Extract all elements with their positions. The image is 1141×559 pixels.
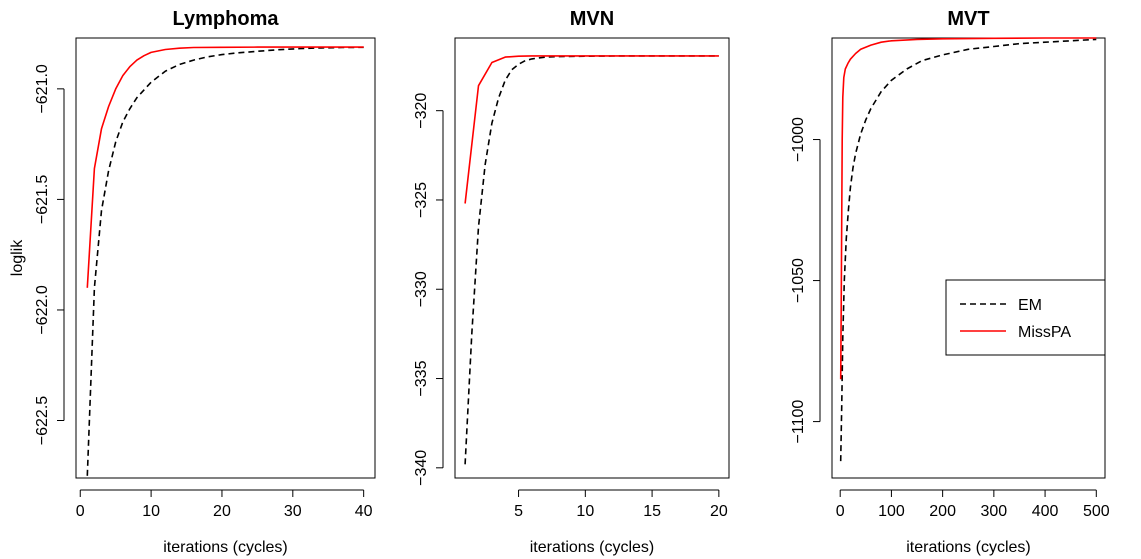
plot-frame bbox=[75, 37, 376, 479]
x-tick-label: 5 bbox=[514, 503, 523, 520]
x-tick-label: 0 bbox=[76, 503, 85, 520]
x-axis-label: iterations (cycles) bbox=[163, 539, 287, 556]
chart-panel-1: Lymphoma 0 10 20 30 40 iterations (cycles) −622… bbox=[9, 8, 376, 556]
y-tick-label: −320 bbox=[413, 93, 430, 129]
x-axis-label: iterations (cycles) bbox=[906, 539, 1030, 556]
x-tick-label: 20 bbox=[213, 503, 231, 520]
legend-box bbox=[945, 279, 1106, 356]
chart-title: MVN bbox=[570, 8, 614, 30]
x-tick-label: 30 bbox=[284, 503, 302, 520]
x-tick-label: 10 bbox=[576, 503, 594, 520]
series-line-misspa bbox=[86, 46, 364, 288]
y-tick-label: −330 bbox=[413, 271, 430, 307]
x-tick-label: 200 bbox=[929, 503, 956, 520]
y-tick-label: −621.5 bbox=[34, 175, 51, 224]
y-tick-label: −340 bbox=[413, 450, 430, 486]
x-tick-label: 15 bbox=[643, 503, 661, 520]
legend-label-misspa: MissPA bbox=[1018, 324, 1071, 341]
series-line-em bbox=[464, 55, 719, 465]
y-tick-label: −621.0 bbox=[34, 64, 51, 113]
chart-title: Lymphoma bbox=[173, 8, 280, 30]
y-tick-label: −622.0 bbox=[34, 285, 51, 334]
y-tick-label: −1050 bbox=[790, 258, 807, 303]
y-tick-label: −1100 bbox=[790, 400, 807, 444]
series-line-misspa bbox=[464, 55, 719, 204]
y-axis: −340 −335 −330 −325 −320 bbox=[413, 93, 444, 486]
series-line-misspa bbox=[839, 37, 1097, 380]
chart-title: MVT bbox=[947, 8, 989, 30]
y-tick-label: −1000 bbox=[790, 117, 807, 162]
series-line-em bbox=[839, 38, 1097, 462]
x-tick-label: 400 bbox=[1032, 503, 1059, 520]
series-line-em bbox=[86, 46, 364, 476]
x-tick-label: 500 bbox=[1083, 503, 1110, 520]
legend: EM MissPA bbox=[945, 279, 1106, 356]
x-tick-label: 10 bbox=[142, 503, 160, 520]
x-tick-label: 20 bbox=[710, 503, 728, 520]
x-axis-label: iterations (cycles) bbox=[530, 539, 654, 556]
x-axis: 5 10 15 20 iterations (cycles) bbox=[514, 489, 728, 556]
y-tick-label: −325 bbox=[413, 182, 430, 218]
legend-label-em: EM bbox=[1018, 297, 1042, 314]
chart-panel-3: MVT 0 100 200 300 400 500 iterations (cycles) −1… bbox=[790, 8, 1110, 556]
x-tick-label: 300 bbox=[981, 503, 1008, 520]
x-tick-label: 100 bbox=[878, 503, 905, 520]
x-axis: 0 100 200 300 400 500 iterations (cycles) bbox=[836, 489, 1110, 556]
y-axis: −1100 −1050 −1000 bbox=[790, 117, 821, 444]
x-tick-label: 0 bbox=[836, 503, 845, 520]
chart-panel-2: MVN 5 10 15 20 iterations (cycles) −340 −335 −33… bbox=[413, 8, 730, 556]
y-tick-label: −622.5 bbox=[34, 396, 51, 445]
y-tick-label: −335 bbox=[413, 360, 430, 396]
x-tick-label: 40 bbox=[355, 503, 373, 520]
y-axis: −622.5 −622.0 −621.5 −621.0 loglik bbox=[9, 64, 65, 445]
y-axis-label: loglik bbox=[9, 239, 26, 276]
x-axis: 0 10 20 30 40 iterations (cycles) bbox=[76, 489, 373, 556]
plot-frame bbox=[454, 37, 730, 479]
